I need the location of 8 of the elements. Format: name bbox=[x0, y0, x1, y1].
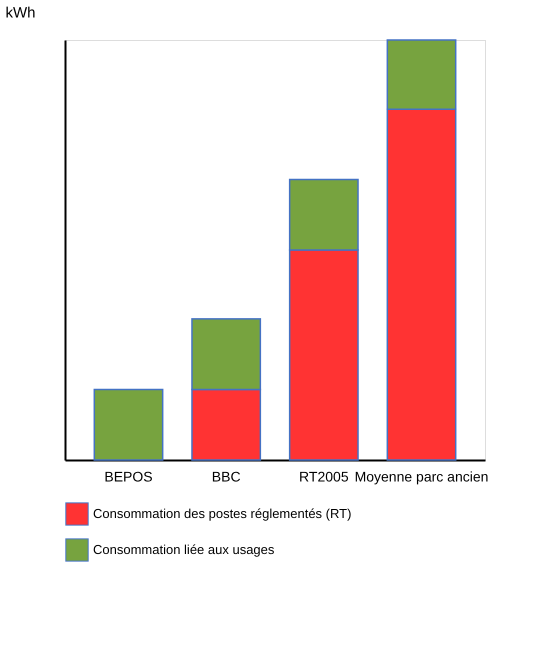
legend-label: Consommation liée aux usages bbox=[93, 542, 275, 557]
x-tick-label: Moyenne parc ancien bbox=[354, 468, 488, 484]
x-tick-label: BBC bbox=[212, 468, 241, 484]
x-tick-label: BEPOS bbox=[104, 468, 153, 484]
legend-label: Consommation des postes réglementés (RT) bbox=[93, 506, 352, 521]
bar bbox=[94, 388, 164, 461]
x-tick-label: RT2005 bbox=[299, 468, 349, 484]
y-axis-title: kWh bbox=[6, 4, 36, 22]
